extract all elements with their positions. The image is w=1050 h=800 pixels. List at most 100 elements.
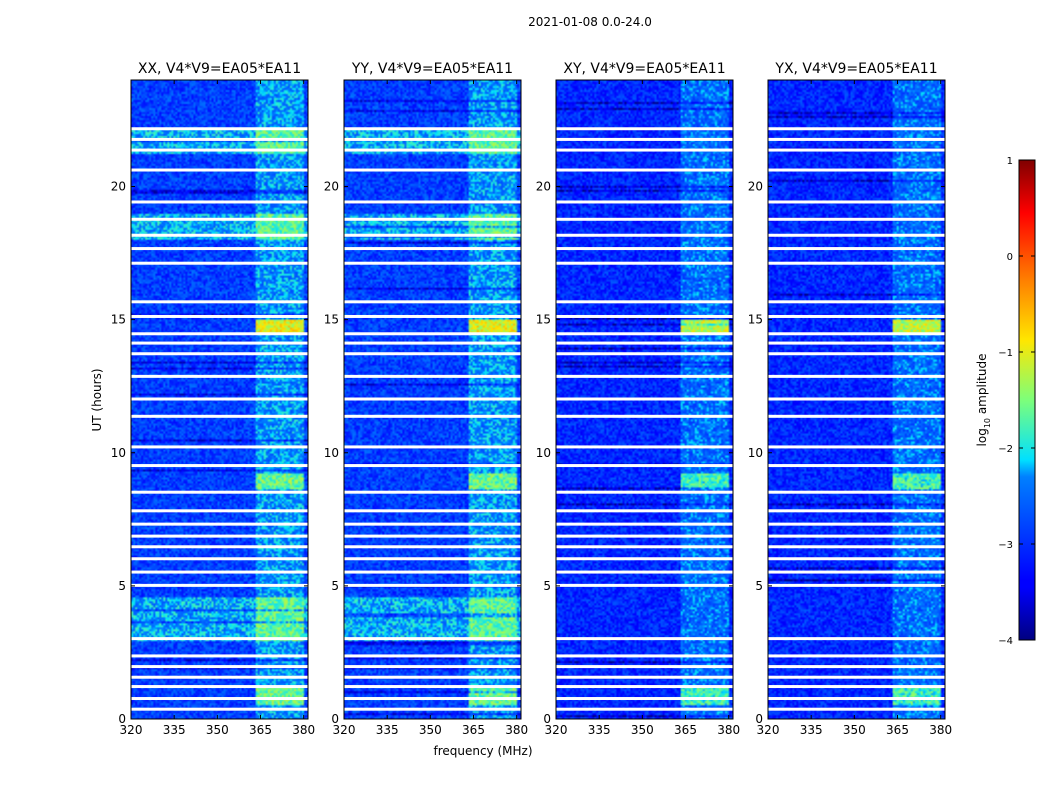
flagged-row-xx-6 (131, 637, 308, 641)
flagged-row-yy-29 (344, 200, 521, 204)
flagged-row-yy-13 (344, 509, 521, 513)
flagged-row-yx-4 (768, 665, 945, 669)
figure-title: 2021-01-08 0.0-24.0 (528, 15, 652, 29)
flagged-row-xy-5 (556, 654, 733, 658)
flagged-row-yx-24 (768, 300, 945, 304)
x-tick-label: 365 (674, 723, 697, 737)
flagged-row-xy-18 (556, 397, 733, 401)
flagged-row-xx-33 (131, 127, 308, 131)
x-tick-label: 350 (206, 723, 229, 737)
x-tick-label: 350 (843, 723, 866, 737)
flagged-row-yy-21 (344, 341, 521, 345)
y-tick-label: 0 (755, 712, 763, 726)
flagged-row-yy-18 (344, 397, 521, 401)
panel-xx: XX, V4*V9=EA05*EA11 320 335 350 365 380 0 5 10 15… (111, 61, 315, 737)
y-tick-label: 15 (748, 313, 763, 327)
x-tick-label: 320 (757, 723, 780, 737)
x-tick-label: 335 (800, 723, 823, 737)
flagged-row-xy-15 (556, 464, 733, 468)
flagged-row-xy-29 (556, 200, 733, 204)
flagged-row-yy-8 (344, 570, 521, 574)
flagged-row-yy-12 (344, 522, 521, 526)
flagged-row-yy-28 (344, 217, 521, 221)
flagged-row-xx-25 (131, 261, 308, 265)
flagged-row-yy-3 (344, 675, 521, 679)
y-tick-label: 0 (118, 712, 126, 726)
flagged-row-xx-8 (131, 570, 308, 574)
flagged-row-xx-28 (131, 217, 308, 221)
flagged-row-yx-16 (768, 445, 945, 449)
flagged-row-xx-27 (131, 233, 308, 237)
flagged-row-xx-11 (131, 534, 308, 538)
flagged-row-yy-31 (344, 148, 521, 152)
flagged-row-yx-1 (768, 697, 945, 701)
flagged-row-yx-31 (768, 148, 945, 152)
flagged-row-xx-18 (131, 397, 308, 401)
flagged-row-yx-18 (768, 397, 945, 401)
x-tick-label: 380 (717, 723, 740, 737)
flagged-row-xy-24 (556, 300, 733, 304)
flagged-row-xy-11 (556, 534, 733, 538)
flagged-row-yx-23 (768, 314, 945, 318)
flagged-row-xy-22 (556, 332, 733, 336)
flagged-row-xx-12 (131, 522, 308, 526)
flagged-row-yx-12 (768, 522, 945, 526)
colorbar-ticks: 1 0 −1 −2 −3 −4 (998, 156, 1035, 647)
y-tick-label: 20 (748, 180, 763, 194)
flagged-row-xx-9 (131, 557, 308, 561)
y-tick-label: 15 (536, 313, 551, 327)
flagged-row-xy-31 (556, 148, 733, 152)
flagged-row-yx-25 (768, 261, 945, 265)
flagged-row-yx-20 (768, 352, 945, 356)
panel-frame-yy (343, 79, 522, 720)
flagged-row-yy-20 (344, 352, 521, 356)
y-tick-label: 5 (543, 579, 551, 593)
y-tick-label: 20 (324, 180, 339, 194)
flagged-row-xy-1 (556, 697, 733, 701)
flagged-row-xx-4 (131, 665, 308, 669)
panel-title-yx: YX, V4*V9=EA05*EA11 (774, 61, 937, 77)
x-tick-label: 380 (505, 723, 528, 737)
flagged-row-xy-6 (556, 637, 733, 641)
flagged-row-yx-19 (768, 374, 945, 378)
x-tick-label: 380 (292, 723, 315, 737)
panel-xy: XY, V4*V9=EA05*EA11 320 335 350 365 380 0 5 10 15… (536, 61, 740, 737)
x-tick-label: 350 (631, 723, 654, 737)
flagged-row-xy-27 (556, 233, 733, 237)
flagged-row-yy-11 (344, 534, 521, 538)
flagged-row-yx-32 (768, 137, 945, 141)
flagged-row-yy-5 (344, 654, 521, 658)
y-tick-label: 10 (324, 446, 339, 460)
panel-frame-xx (130, 79, 309, 720)
flagged-row-xx-17 (131, 414, 308, 418)
flagged-row-xy-4 (556, 665, 733, 669)
flagged-row-xx-29 (131, 200, 308, 204)
x-tick-label: 365 (249, 723, 272, 737)
flagged-row-yx-5 (768, 654, 945, 658)
y-tick-label: 10 (536, 446, 551, 460)
flagged-row-xx-20 (131, 352, 308, 356)
flagged-row-yx-29 (768, 200, 945, 204)
flagged-row-xy-7 (556, 583, 733, 587)
flagged-row-yx-26 (768, 247, 945, 251)
flagged-row-xx-5 (131, 654, 308, 658)
colorbar-tick-label: −3 (998, 540, 1013, 551)
flagged-row-xy-13 (556, 509, 733, 513)
flagged-row-yx-7 (768, 583, 945, 587)
flagged-row-xx-22 (131, 332, 308, 336)
flagged-row-xx-16 (131, 445, 308, 449)
flagged-row-xx-23 (131, 314, 308, 318)
flagged-row-yy-14 (344, 490, 521, 494)
x-tick-label: 320 (545, 723, 568, 737)
colorbar-gradient (1018, 159, 1036, 641)
flagged-row-yx-9 (768, 557, 945, 561)
x-tick-label: 320 (120, 723, 143, 737)
panel-frame-yx (767, 79, 946, 720)
colorbar-label-sub: 10 (983, 418, 992, 428)
flagged-row-xy-30 (556, 168, 733, 172)
flagged-row-xx-31 (131, 148, 308, 152)
flagged-row-xy-20 (556, 352, 733, 356)
flagged-row-xy-8 (556, 570, 733, 574)
flagged-row-xx-3 (131, 675, 308, 679)
colorbar-tick-label: −2 (998, 444, 1013, 455)
